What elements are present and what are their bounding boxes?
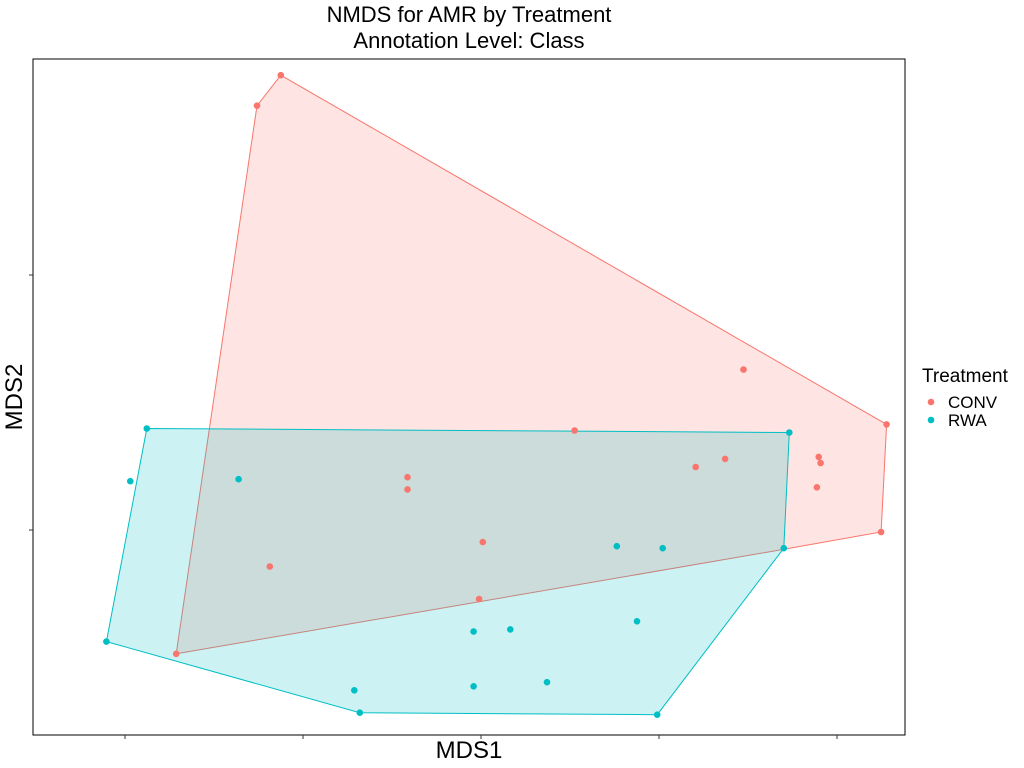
point-rwa (351, 687, 358, 694)
point-layer (103, 71, 890, 718)
point-conv (404, 486, 411, 493)
point-conv (740, 366, 747, 373)
y-axis-label: MDS2 (1, 364, 28, 431)
point-rwa (127, 477, 134, 485)
point-rwa (786, 429, 793, 436)
point-rwa (543, 678, 551, 686)
legend-key-rwa (927, 416, 935, 424)
hull-layer (105, 74, 888, 716)
point-rwa (659, 544, 666, 552)
point-conv (404, 473, 411, 481)
point-conv (877, 528, 885, 536)
hull-rwa (105, 427, 790, 716)
point-conv (817, 459, 824, 467)
point-rwa (633, 618, 641, 625)
legend-key-conv (927, 398, 935, 406)
plot-panel-border (32, 58, 906, 736)
legend-title: Treatment (922, 366, 1009, 387)
point-rwa (780, 544, 788, 552)
point-conv (277, 71, 285, 79)
tick-layer (29, 274, 838, 739)
point-rwa (613, 542, 621, 550)
point-rwa (103, 638, 110, 645)
legend-label-rwa: RWA (948, 411, 987, 430)
point-conv (479, 538, 487, 546)
point-conv (571, 427, 578, 434)
point-conv (813, 484, 821, 491)
chart-title-line2: Annotation Level: Class (353, 28, 584, 53)
x-axis-label: MDS1 (436, 737, 503, 764)
point-conv (883, 421, 890, 428)
chart-title-line1: NMDS for AMR by Treatment (327, 2, 612, 27)
point-rwa (470, 683, 477, 690)
point-conv (721, 455, 729, 463)
point-conv (172, 650, 180, 658)
point-conv (475, 595, 483, 603)
point-conv (692, 463, 699, 471)
point-conv (253, 102, 261, 109)
point-rwa (653, 711, 661, 718)
point-rwa (143, 425, 151, 432)
point-rwa (470, 628, 477, 635)
point-conv (815, 453, 822, 461)
point-rwa (507, 626, 514, 633)
point-conv (266, 563, 274, 570)
legend-label-conv: CONV (948, 393, 998, 412)
point-rwa (235, 475, 242, 483)
point-rwa (356, 709, 364, 716)
